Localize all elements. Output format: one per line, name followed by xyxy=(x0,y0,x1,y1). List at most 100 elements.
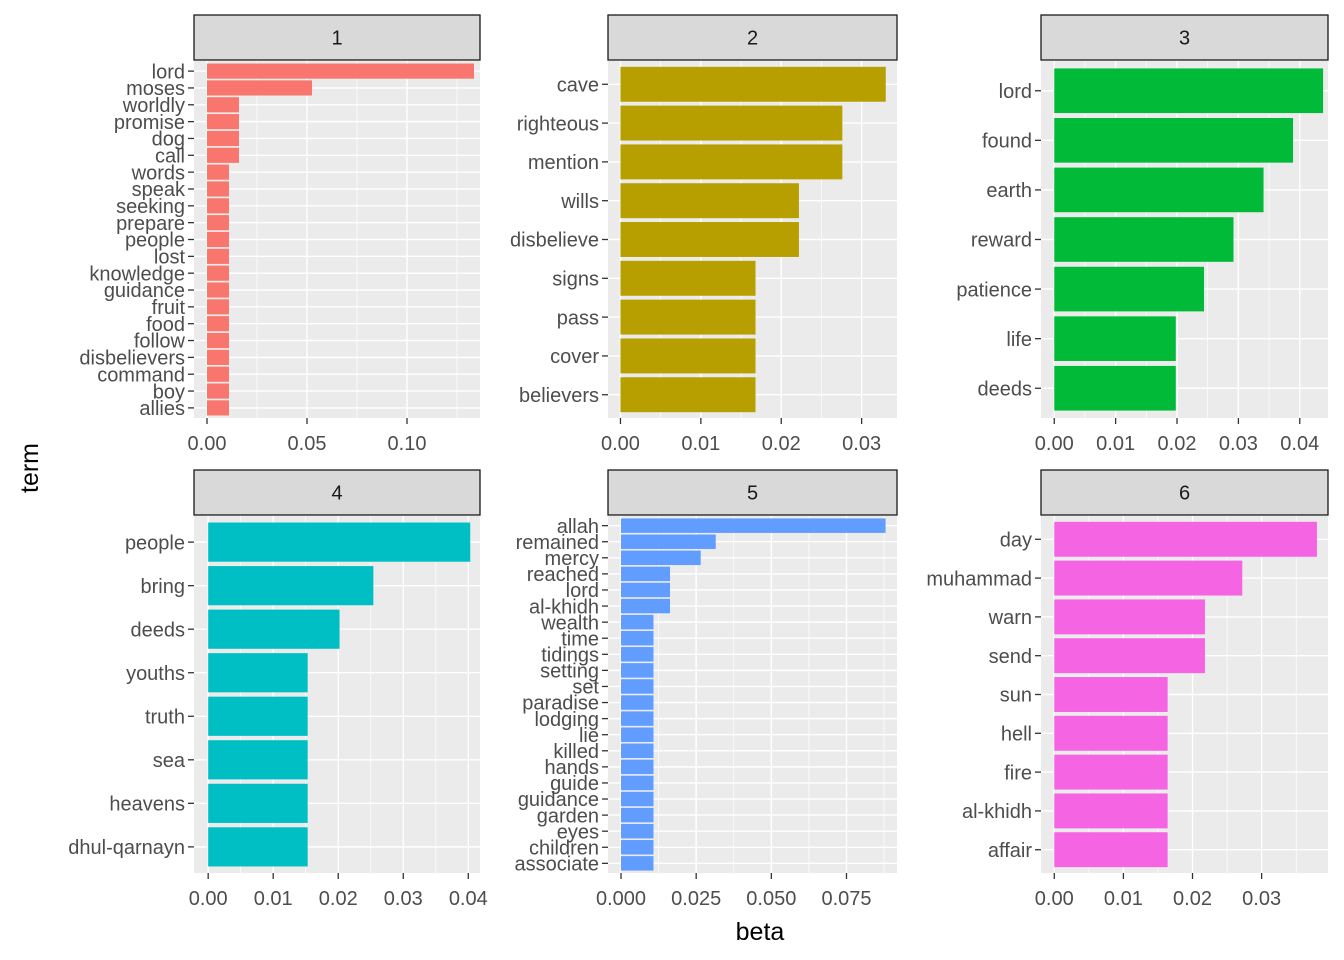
y-tick-label: lord xyxy=(566,580,599,602)
bar-knowledge xyxy=(207,265,229,281)
y-tick-label: fruit xyxy=(152,297,186,319)
x-tick-label: 0.02 xyxy=(319,888,358,910)
bar-prepare xyxy=(207,215,229,231)
bar-fire xyxy=(1054,754,1168,790)
y-tick-label: day xyxy=(1000,529,1032,551)
x-axis-title: beta xyxy=(736,918,785,946)
y-tick-label: children xyxy=(529,837,599,859)
y-tick-label: food xyxy=(146,314,185,336)
facet-strip xyxy=(607,14,898,61)
x-tick-label: 0.01 xyxy=(1096,433,1135,455)
y-tick-label: guidance xyxy=(518,789,599,811)
y-tick-label: follow xyxy=(134,331,186,353)
x-tick-label: 0.00 xyxy=(188,433,227,455)
bar-believers xyxy=(620,377,756,413)
facet-strip-label: 6 xyxy=(1179,483,1190,505)
y-tick-label: believers xyxy=(519,385,599,407)
y-tick-label: remained xyxy=(516,532,599,554)
y-tick-label: moses xyxy=(126,78,185,100)
bar-time xyxy=(621,630,654,646)
y-tick-label: heavens xyxy=(109,794,185,816)
facet-strip-label: 3 xyxy=(1179,28,1190,50)
y-tick-label: pass xyxy=(557,307,599,329)
y-tick-label: al-khidh xyxy=(529,596,599,618)
bar-signs xyxy=(620,260,756,296)
y-tick-label: hands xyxy=(545,757,600,779)
bar-boy xyxy=(207,383,229,399)
bar-life xyxy=(1054,316,1176,361)
y-tick-label: found xyxy=(982,131,1032,153)
y-axis-title: term xyxy=(16,443,44,493)
bar-lord xyxy=(1054,68,1324,114)
bar-truth xyxy=(208,696,308,736)
bar-guidance xyxy=(207,282,229,298)
y-tick-label: disbelieve xyxy=(510,230,599,252)
bar-children xyxy=(621,840,654,855)
y-tick-label: fire xyxy=(1004,762,1032,784)
facet-panel-2: 2 0.00 0.01 0.02 0.03 cave righteous mention wil… xyxy=(510,14,898,455)
bar-lost xyxy=(207,248,229,264)
bar-mention xyxy=(620,144,843,180)
y-tick-label: reward xyxy=(971,230,1032,252)
bar-deeds xyxy=(1054,365,1176,411)
bar-warn xyxy=(1054,599,1205,635)
bar-day xyxy=(1054,521,1317,557)
facet-strip xyxy=(1040,469,1329,516)
y-tick-label: knowledge xyxy=(89,263,185,285)
y-tick-label: set xyxy=(572,677,599,699)
bar-patience xyxy=(1054,266,1205,312)
facet-strip-label: 5 xyxy=(747,483,758,505)
y-tick-label: patience xyxy=(956,279,1032,301)
bar-allah xyxy=(621,518,886,533)
bar-heavens xyxy=(208,783,308,823)
x-tick-label: 0.050 xyxy=(746,888,796,910)
x-tick-label: 0.03 xyxy=(1242,888,1281,910)
x-tick-label: 0.03 xyxy=(1219,433,1258,455)
bar-found xyxy=(1054,118,1294,163)
x-tick-label: 0.03 xyxy=(384,888,423,910)
bar-al-khidh xyxy=(1054,793,1168,829)
y-tick-label: sea xyxy=(153,750,186,772)
bar-wills xyxy=(620,183,799,219)
bar-people xyxy=(208,522,471,562)
y-tick-label: people xyxy=(125,532,185,554)
x-tick-label: 0.01 xyxy=(254,888,293,910)
bar-lodging xyxy=(621,711,654,726)
facet-strip-label: 2 xyxy=(747,28,758,50)
y-tick-label: time xyxy=(561,628,599,650)
facet-panel-1: 10.00 0.05 0.10lordmosesworldlypromisedogc… xyxy=(79,14,481,455)
bar-deeds xyxy=(208,609,340,649)
bar-send xyxy=(1054,638,1205,674)
bar-cover xyxy=(620,338,756,374)
y-tick-label: people xyxy=(125,230,185,252)
y-tick-label: dhul-qarnayn xyxy=(68,837,185,859)
bar-worldly xyxy=(207,97,239,113)
bar-seeking xyxy=(207,198,229,214)
facet-strip xyxy=(607,469,898,516)
bar-eyes xyxy=(621,823,654,839)
facet-strip xyxy=(193,14,481,61)
y-tick-label: earth xyxy=(986,180,1032,202)
y-tick-label: lodging xyxy=(534,709,599,731)
x-tick-label: 0.02 xyxy=(762,433,801,455)
x-tick-label: 0.00 xyxy=(1035,433,1074,455)
y-tick-label: lord xyxy=(999,81,1032,103)
y-tick-label: garden xyxy=(537,805,599,827)
x-tick-label: 0.075 xyxy=(821,888,871,910)
y-tick-label: mention xyxy=(528,152,599,174)
y-tick-label: truth xyxy=(145,706,185,728)
bar-muhammad xyxy=(1054,560,1243,596)
y-tick-label: send xyxy=(989,646,1032,668)
y-tick-label: deeds xyxy=(978,378,1033,400)
y-tick-label: setting xyxy=(540,661,599,683)
x-tick-label: 0.00 xyxy=(189,888,228,910)
bar-sea xyxy=(208,740,308,780)
bar-righteous xyxy=(620,105,843,141)
y-tick-label: righteous xyxy=(517,113,599,135)
y-tick-label: allies xyxy=(139,398,185,420)
y-tick-label: disbelievers xyxy=(79,348,185,370)
bar-disbelieve xyxy=(620,222,799,257)
y-tick-label: prepare xyxy=(116,213,185,235)
x-tick-label: 0.02 xyxy=(1158,433,1197,455)
